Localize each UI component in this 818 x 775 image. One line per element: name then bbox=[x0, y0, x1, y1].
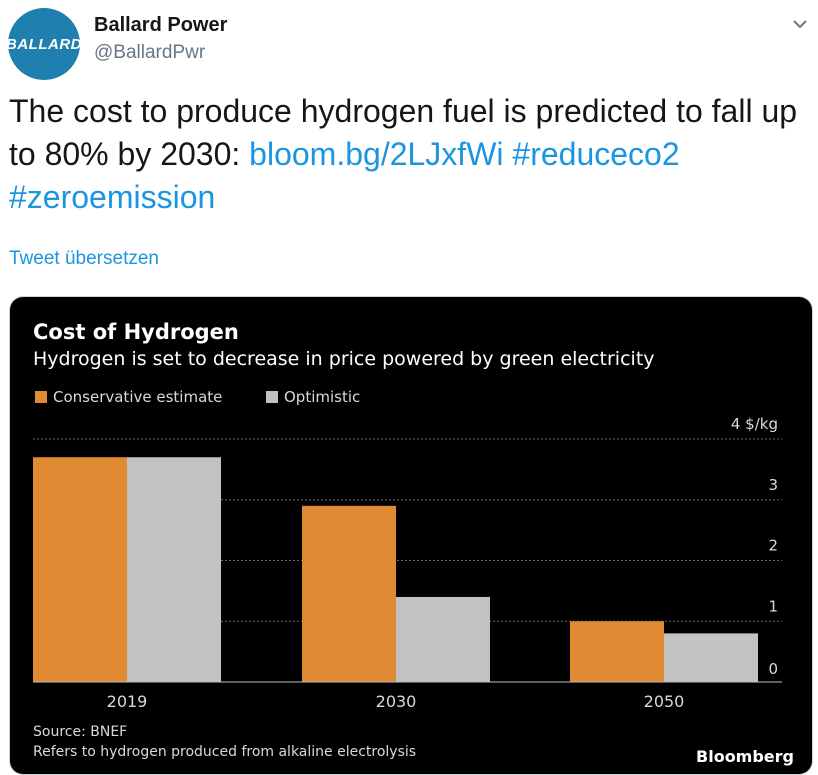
hashtag-reduceco2[interactable]: #reduceco2 bbox=[512, 136, 680, 172]
user-handle[interactable]: @BallardPwr bbox=[94, 42, 206, 63]
chart-subtitle: Hydrogen is set to decrease in price pow… bbox=[33, 348, 655, 370]
bar-2019-optimistic bbox=[127, 457, 221, 682]
chart-source: Source: BNEF bbox=[33, 724, 127, 740]
legend-label-0: Conservative estimate bbox=[53, 388, 222, 406]
legend-swatch-0 bbox=[35, 391, 47, 403]
bar-2050-conservative bbox=[570, 621, 664, 682]
tweet-text-body: The cost to produce hydrogen fuel is pre… bbox=[9, 93, 798, 172]
hashtag-zeroemission[interactable]: #zeroemission bbox=[9, 179, 216, 215]
y-tick-label-0: 0 bbox=[768, 660, 778, 678]
hydrogen-cost-chart: Cost of Hydrogen Hydrogen is set to decre… bbox=[10, 297, 812, 774]
x-tick-label-2030: 2030 bbox=[376, 692, 417, 711]
translate-tweet-link[interactable]: Tweet übersetzen bbox=[9, 248, 159, 269]
chart-title: Cost of Hydrogen bbox=[33, 320, 239, 344]
avatar[interactable]: BALLARD bbox=[6, 8, 82, 80]
bar-2050-optimistic bbox=[664, 633, 758, 682]
bloomberg-logo: Bloomberg bbox=[696, 747, 794, 766]
bar-2030-conservative bbox=[302, 505, 396, 682]
y-tick-label-1: 1 bbox=[768, 597, 778, 615]
bar-2030-optimistic bbox=[396, 596, 490, 682]
tweet-text: The cost to produce hydrogen fuel is pre… bbox=[9, 90, 809, 219]
x-tick-label-2050: 2050 bbox=[644, 692, 685, 711]
tweet-link[interactable]: bloom.bg/2LJxfWi bbox=[249, 136, 504, 172]
media-card[interactable]: Cost of Hydrogen Hydrogen is set to decre… bbox=[9, 296, 813, 775]
legend-label-1: Optimistic bbox=[284, 388, 360, 406]
chart-note: Refers to hydrogen produced from alkalin… bbox=[33, 744, 416, 760]
legend-swatch-1 bbox=[266, 391, 278, 403]
y-tick-label-4: 4 $/kg bbox=[731, 415, 778, 433]
x-tick-label-2019: 2019 bbox=[107, 692, 148, 711]
display-name[interactable]: Ballard Power bbox=[94, 14, 228, 36]
chevron-down-icon[interactable] bbox=[790, 14, 810, 34]
y-tick-label-2: 2 bbox=[768, 537, 778, 555]
avatar-logo-text: BALLARD bbox=[6, 35, 82, 53]
y-tick-label-3: 3 bbox=[768, 476, 778, 494]
bar-2019-conservative bbox=[33, 457, 127, 682]
